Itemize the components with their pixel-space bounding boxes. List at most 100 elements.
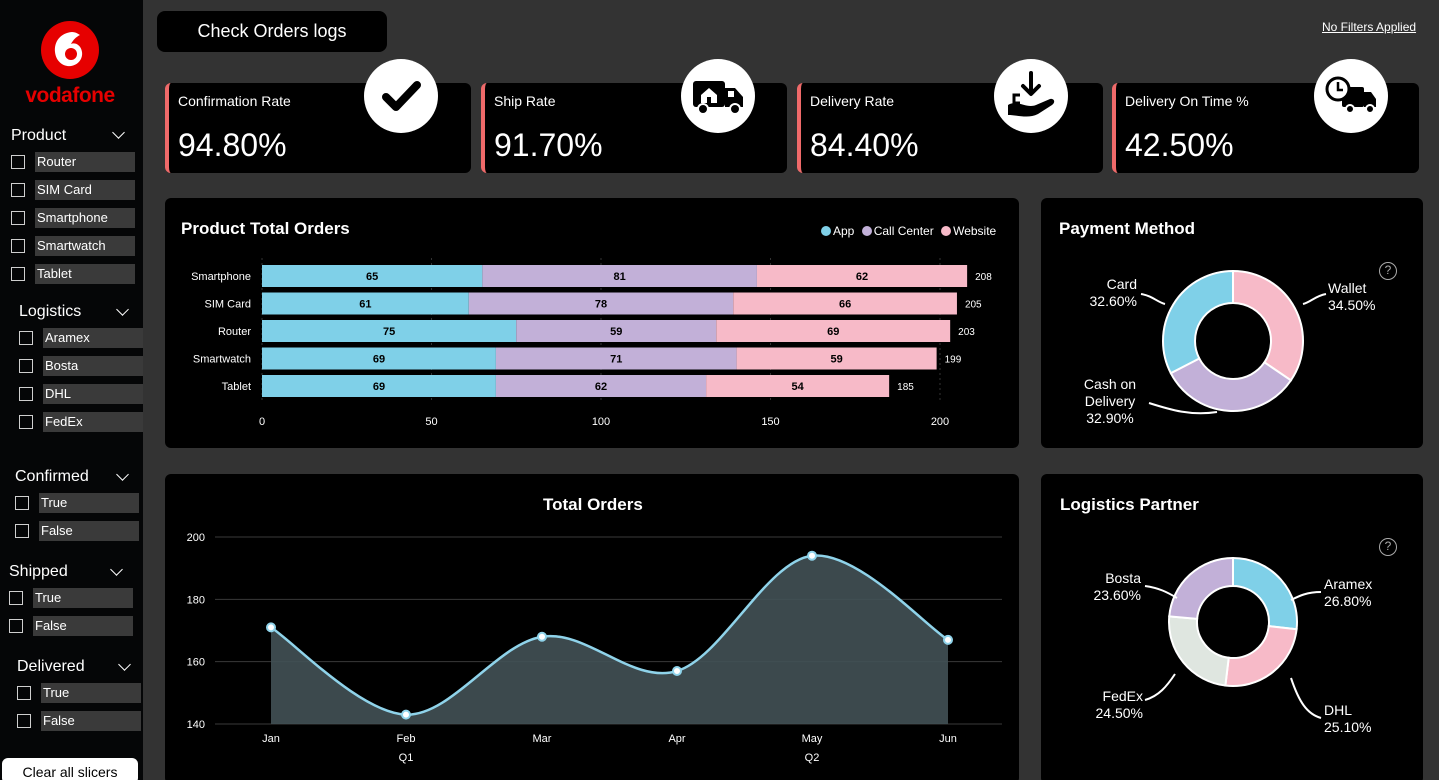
- total-orders-area-chart: 140 160 180 200 Jan Feb Mar Apr May Jun Q1 Q2: [187, 532, 1002, 764]
- bar-total-label: 205: [965, 300, 982, 311]
- kpi-title: Confirmation Rate: [178, 93, 291, 109]
- legend-item-website[interactable]: Website: [937, 224, 996, 238]
- help-icon[interactable]: ?: [1379, 262, 1397, 280]
- checkbox[interactable]: [19, 359, 33, 373]
- x-tick-label: Mar: [533, 733, 552, 745]
- data-point: [537, 631, 547, 642]
- bar-segment: [733, 292, 957, 315]
- help-icon[interactable]: ?: [1379, 538, 1397, 556]
- bar-segment: [262, 320, 517, 342]
- legend-item-call-center[interactable]: Call Center: [858, 224, 934, 238]
- kpi-value: 84.40%: [810, 127, 919, 163]
- leader-line: [1144, 673, 1176, 701]
- checkbox[interactable]: [11, 267, 25, 281]
- area-line: [270, 554, 949, 716]
- chevron-down-icon[interactable]: [112, 126, 125, 139]
- bar-data-label: 54: [791, 381, 804, 393]
- x-tick-label: Feb: [397, 733, 416, 745]
- bar-data-label: 59: [830, 354, 842, 366]
- slicer-option-label: True: [39, 493, 139, 513]
- total-orders-panel: Total Orders 140 160 180 200 Jan Feb Mar Apr May…: [165, 474, 1019, 780]
- chart-title: Product Total Orders: [181, 219, 350, 238]
- sidebar: vodafone Product Router SIM Card Smartphone…: [0, 0, 143, 780]
- bar-data-label: 62: [595, 381, 607, 393]
- donut-slice: [1169, 357, 1293, 412]
- bar-segment: [516, 320, 717, 342]
- bar-data-label: 61: [359, 299, 371, 311]
- kpi-value: 42.50%: [1125, 127, 1234, 163]
- stacked-bar-chart: 0 50 100 150 200 Smartphone 65 81 62 208 SIM Card 6…: [191, 258, 992, 428]
- brand-name: vodafone: [25, 84, 115, 107]
- chevron-down-icon[interactable]: [116, 303, 129, 316]
- checkbox[interactable]: [11, 183, 25, 197]
- delivery-truck-icon: [681, 59, 755, 133]
- payment-donut-chart: [1140, 269, 1327, 415]
- donut-slice: [1168, 556, 1234, 620]
- checkbox[interactable]: [11, 155, 25, 169]
- legend-item-app[interactable]: App: [821, 224, 854, 238]
- checkbox[interactable]: [19, 415, 33, 429]
- donut-label-bosta: Bosta 23.60%: [1093, 570, 1141, 603]
- bar-data-label: 62: [856, 271, 868, 283]
- kpi-title: Ship Rate: [494, 93, 556, 109]
- y-tick-label: 160: [187, 657, 205, 669]
- chevron-down-icon[interactable]: [116, 468, 129, 481]
- checkbox[interactable]: [11, 211, 25, 225]
- donut-slice: [1162, 269, 1234, 375]
- slicer-option-label: True: [41, 683, 141, 703]
- bar-segment: [736, 347, 937, 370]
- donut-slice: [1232, 269, 1304, 382]
- donut-label-cash: Cash on Delivery 32.90%: [1083, 376, 1137, 426]
- x-tick-label: Jun: [939, 733, 957, 745]
- x-tick-label: 50: [425, 416, 437, 428]
- slicer-option-label: Tablet: [35, 264, 135, 284]
- bar-total-label: 208: [975, 272, 992, 283]
- y-category-label: Smartphone: [191, 271, 251, 283]
- chart-title: Total Orders: [543, 495, 643, 514]
- x-tick-label: 150: [761, 416, 779, 428]
- bar-total-label: 199: [945, 355, 962, 366]
- leader-line: [1302, 293, 1327, 305]
- x-tick-label: 100: [592, 416, 610, 428]
- y-category-label: Router: [218, 326, 251, 338]
- checkbox[interactable]: [17, 714, 31, 728]
- checkbox[interactable]: [15, 524, 29, 538]
- checkbox[interactable]: [15, 496, 29, 510]
- payment-method-panel: Payment Method ? Card 32.60% Wallet 34.50%…: [1041, 198, 1423, 448]
- bar-data-label: 59: [610, 326, 622, 338]
- chevron-down-icon[interactable]: [110, 563, 123, 576]
- kpi-delivery-on-time: Delivery On Time % 42.50%: [1112, 83, 1419, 173]
- data-point: [807, 550, 817, 561]
- bar-data-label: 69: [373, 354, 385, 366]
- data-point: [401, 709, 411, 720]
- checkbox[interactable]: [19, 331, 33, 345]
- chevron-down-icon[interactable]: [118, 658, 131, 671]
- bar-segment: [262, 375, 496, 397]
- x-tick-label: Apr: [668, 733, 685, 745]
- checkbox[interactable]: [9, 591, 23, 605]
- bar-segment: [262, 347, 496, 370]
- checkbox[interactable]: [17, 686, 31, 700]
- x-tick-label: 200: [931, 416, 949, 428]
- slicer-title-logistics: Logistics: [19, 303, 82, 320]
- checkbox[interactable]: [9, 619, 23, 633]
- bar-segment: [716, 320, 951, 342]
- y-tick-label: 140: [187, 719, 205, 731]
- kpi-value: 94.80%: [178, 127, 287, 163]
- filters-link[interactable]: No Filters Applied: [1322, 20, 1417, 34]
- checkbox[interactable]: [11, 239, 25, 253]
- data-point: [266, 622, 276, 633]
- check-orders-logs-button[interactable]: Check Orders logs: [157, 11, 387, 52]
- clear-slicers-button[interactable]: Clear all slicers: [2, 758, 138, 780]
- donut-slice: [1224, 624, 1298, 687]
- vodafone-logo: vodafone: [20, 20, 120, 110]
- slicer-option-label: FedEx: [43, 412, 143, 432]
- bar-segment: [482, 265, 757, 287]
- donut-label-fedex: FedEx 24.50%: [1095, 688, 1143, 721]
- slicer-option-label: SIM Card: [35, 180, 135, 200]
- donut-label-dhl: DHL 25.10%: [1324, 702, 1372, 735]
- checkbox[interactable]: [19, 387, 33, 401]
- slicer-title-shipped: Shipped: [9, 563, 68, 580]
- chart-title: Payment Method: [1059, 219, 1196, 238]
